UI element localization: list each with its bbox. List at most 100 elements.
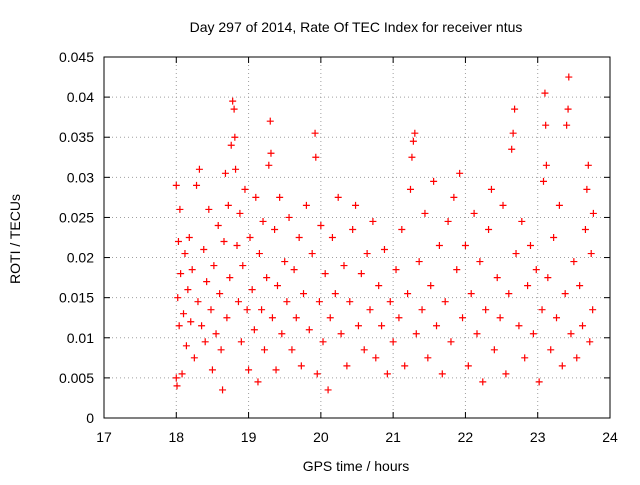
data-point: [526, 242, 534, 250]
data-point: [239, 262, 247, 270]
y-tick-label: 0.015: [59, 290, 94, 306]
data-point: [233, 242, 241, 250]
data-point: [482, 306, 490, 314]
grid: [104, 57, 610, 418]
data-point: [541, 89, 549, 97]
data-point: [547, 346, 555, 354]
data-point: [450, 193, 458, 201]
data-point: [386, 298, 394, 306]
data-point: [427, 282, 435, 290]
data-point: [258, 306, 266, 314]
data-point: [395, 314, 403, 322]
data-point: [408, 153, 416, 161]
data-point: [496, 314, 504, 322]
data-point: [587, 250, 595, 258]
data-point: [311, 129, 319, 137]
data-point: [203, 278, 211, 286]
y-tick-label: 0.045: [59, 49, 94, 65]
data-point: [172, 374, 180, 382]
data-point: [178, 370, 186, 378]
data-point: [424, 354, 432, 362]
data-point: [324, 386, 332, 394]
y-tick-label: 0.01: [67, 330, 94, 346]
data-point: [464, 362, 472, 370]
data-point: [363, 250, 371, 258]
data-point: [542, 121, 550, 129]
data-point: [589, 306, 597, 314]
data-point: [195, 165, 203, 173]
data-point: [438, 370, 446, 378]
data-point: [573, 354, 581, 362]
data-point: [461, 242, 469, 250]
y-tick-label: 0.005: [59, 370, 94, 386]
data-point: [558, 362, 566, 370]
x-tick-label: 17: [96, 429, 112, 445]
data-point: [467, 290, 475, 298]
data-point: [372, 354, 380, 362]
data-point: [553, 314, 561, 322]
data-point: [268, 314, 276, 322]
data-point: [272, 366, 280, 374]
data-point: [389, 338, 397, 346]
data-point: [190, 354, 198, 362]
data-point: [581, 225, 589, 233]
data-point: [328, 234, 336, 241]
data-point: [219, 386, 227, 394]
data-point: [430, 177, 438, 185]
data-point: [319, 338, 327, 346]
data-point: [220, 238, 228, 246]
data-point: [512, 250, 520, 258]
data-point: [297, 362, 305, 370]
data-point: [542, 161, 550, 169]
data-point: [563, 121, 571, 129]
data-point: [254, 378, 262, 386]
data-point: [181, 250, 189, 258]
data-point: [453, 266, 461, 274]
data-point: [210, 262, 218, 270]
data-point: [447, 338, 455, 346]
data-point: [283, 298, 291, 306]
data-point: [175, 322, 183, 330]
data-point: [245, 366, 253, 374]
data-point: [570, 258, 578, 266]
data-point: [352, 201, 360, 209]
data-point: [177, 270, 185, 278]
data-point: [212, 330, 220, 338]
data-point: [490, 346, 498, 354]
data-point: [404, 290, 412, 298]
data-point: [584, 161, 592, 169]
data-point: [188, 266, 196, 274]
data-point: [265, 161, 273, 169]
x-tick-label: 18: [168, 429, 184, 445]
data-point: [278, 330, 286, 338]
data-point: [331, 290, 339, 298]
data-point: [576, 282, 584, 290]
data-point: [248, 286, 256, 294]
x-tick-label: 21: [385, 429, 401, 445]
data-point: [234, 298, 242, 306]
data-point: [357, 270, 365, 278]
data-point: [217, 346, 225, 354]
data-point: [252, 193, 260, 201]
x-axis-label: GPS time / hours: [303, 458, 410, 474]
data-point: [479, 378, 487, 386]
data-point: [583, 185, 591, 193]
data-point: [340, 262, 348, 270]
data-point: [288, 346, 296, 354]
data-point: [378, 322, 386, 330]
y-tick-label: 0: [86, 410, 94, 426]
data-point: [470, 209, 478, 217]
data-point: [184, 286, 192, 294]
data-point: [281, 258, 289, 266]
data-point: [366, 306, 374, 314]
data-point: [182, 342, 190, 350]
data-point: [579, 322, 587, 330]
data-point: [172, 181, 180, 189]
data-point: [312, 153, 320, 161]
x-tick-label: 24: [602, 429, 618, 445]
data-point: [411, 129, 419, 137]
data-point: [524, 282, 532, 290]
data-point: [173, 382, 181, 390]
chart-title: Day 297 of 2014, Rate Of TEC Index for r…: [190, 19, 523, 35]
